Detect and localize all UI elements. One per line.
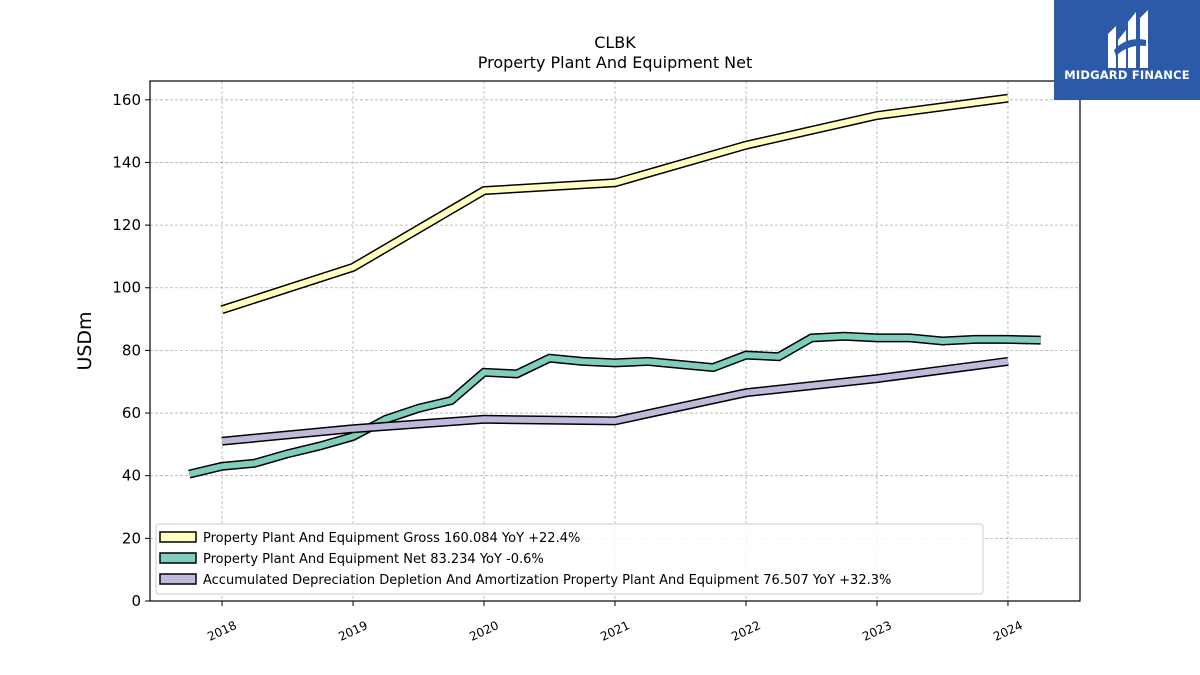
y-tick-label: 80 <box>122 341 141 359</box>
y-tick-label: 0 <box>131 592 141 610</box>
y-tick-label: 160 <box>112 91 141 109</box>
legend-label: Property Plant And Equipment Gross 160.0… <box>203 531 580 546</box>
y-axis: 0 20 40 60 80 100 120 140 160 <box>112 91 150 610</box>
legend-label: Property Plant And Equipment Net 83.234 … <box>203 552 544 567</box>
y-tick-label: 120 <box>112 216 141 234</box>
x-tick-label: 2024 <box>991 618 1025 644</box>
legend-label: Accumulated Depreciation Depletion And A… <box>203 573 891 588</box>
series-2 <box>188 331 1041 479</box>
x-axis: 2018 2019 2020 2021 2022 2023 2024 <box>205 601 1025 644</box>
legend-swatch <box>159 552 197 564</box>
y-tick-label: 100 <box>112 279 141 297</box>
brand-mark-icon <box>1108 10 1148 68</box>
x-tick-label: 2023 <box>860 618 894 644</box>
x-tick-label: 2020 <box>467 618 501 644</box>
y-tick-label: 60 <box>122 404 141 422</box>
brand-name: MIDGARD FINANCE <box>1064 68 1190 82</box>
legend-box <box>155 523 984 595</box>
series-line <box>221 358 1009 445</box>
y-tick-label: 20 <box>122 529 141 547</box>
series-line <box>221 95 1009 313</box>
series-1 <box>220 93 1009 314</box>
legend-swatch <box>159 573 197 585</box>
x-tick-label: 2022 <box>729 618 763 644</box>
y-tick-label: 140 <box>112 153 141 171</box>
brand-logo: MIDGARD FINANCE <box>1054 0 1200 100</box>
series-line <box>188 333 1041 478</box>
chart-subtitle: Property Plant And Equipment Net <box>478 53 753 72</box>
x-tick-label: 2019 <box>336 618 370 644</box>
series-3 <box>221 356 1009 446</box>
x-tick-label: 2018 <box>205 618 239 644</box>
x-tick-label: 2021 <box>598 618 632 644</box>
series-lines <box>188 93 1041 479</box>
legend: Property Plant And Equipment Gross 160.0… <box>155 523 984 595</box>
chart-title: CLBK <box>594 33 636 52</box>
y-axis-label: USDm <box>74 311 96 370</box>
y-tick-label: 40 <box>122 467 141 485</box>
legend-swatch <box>159 531 197 543</box>
